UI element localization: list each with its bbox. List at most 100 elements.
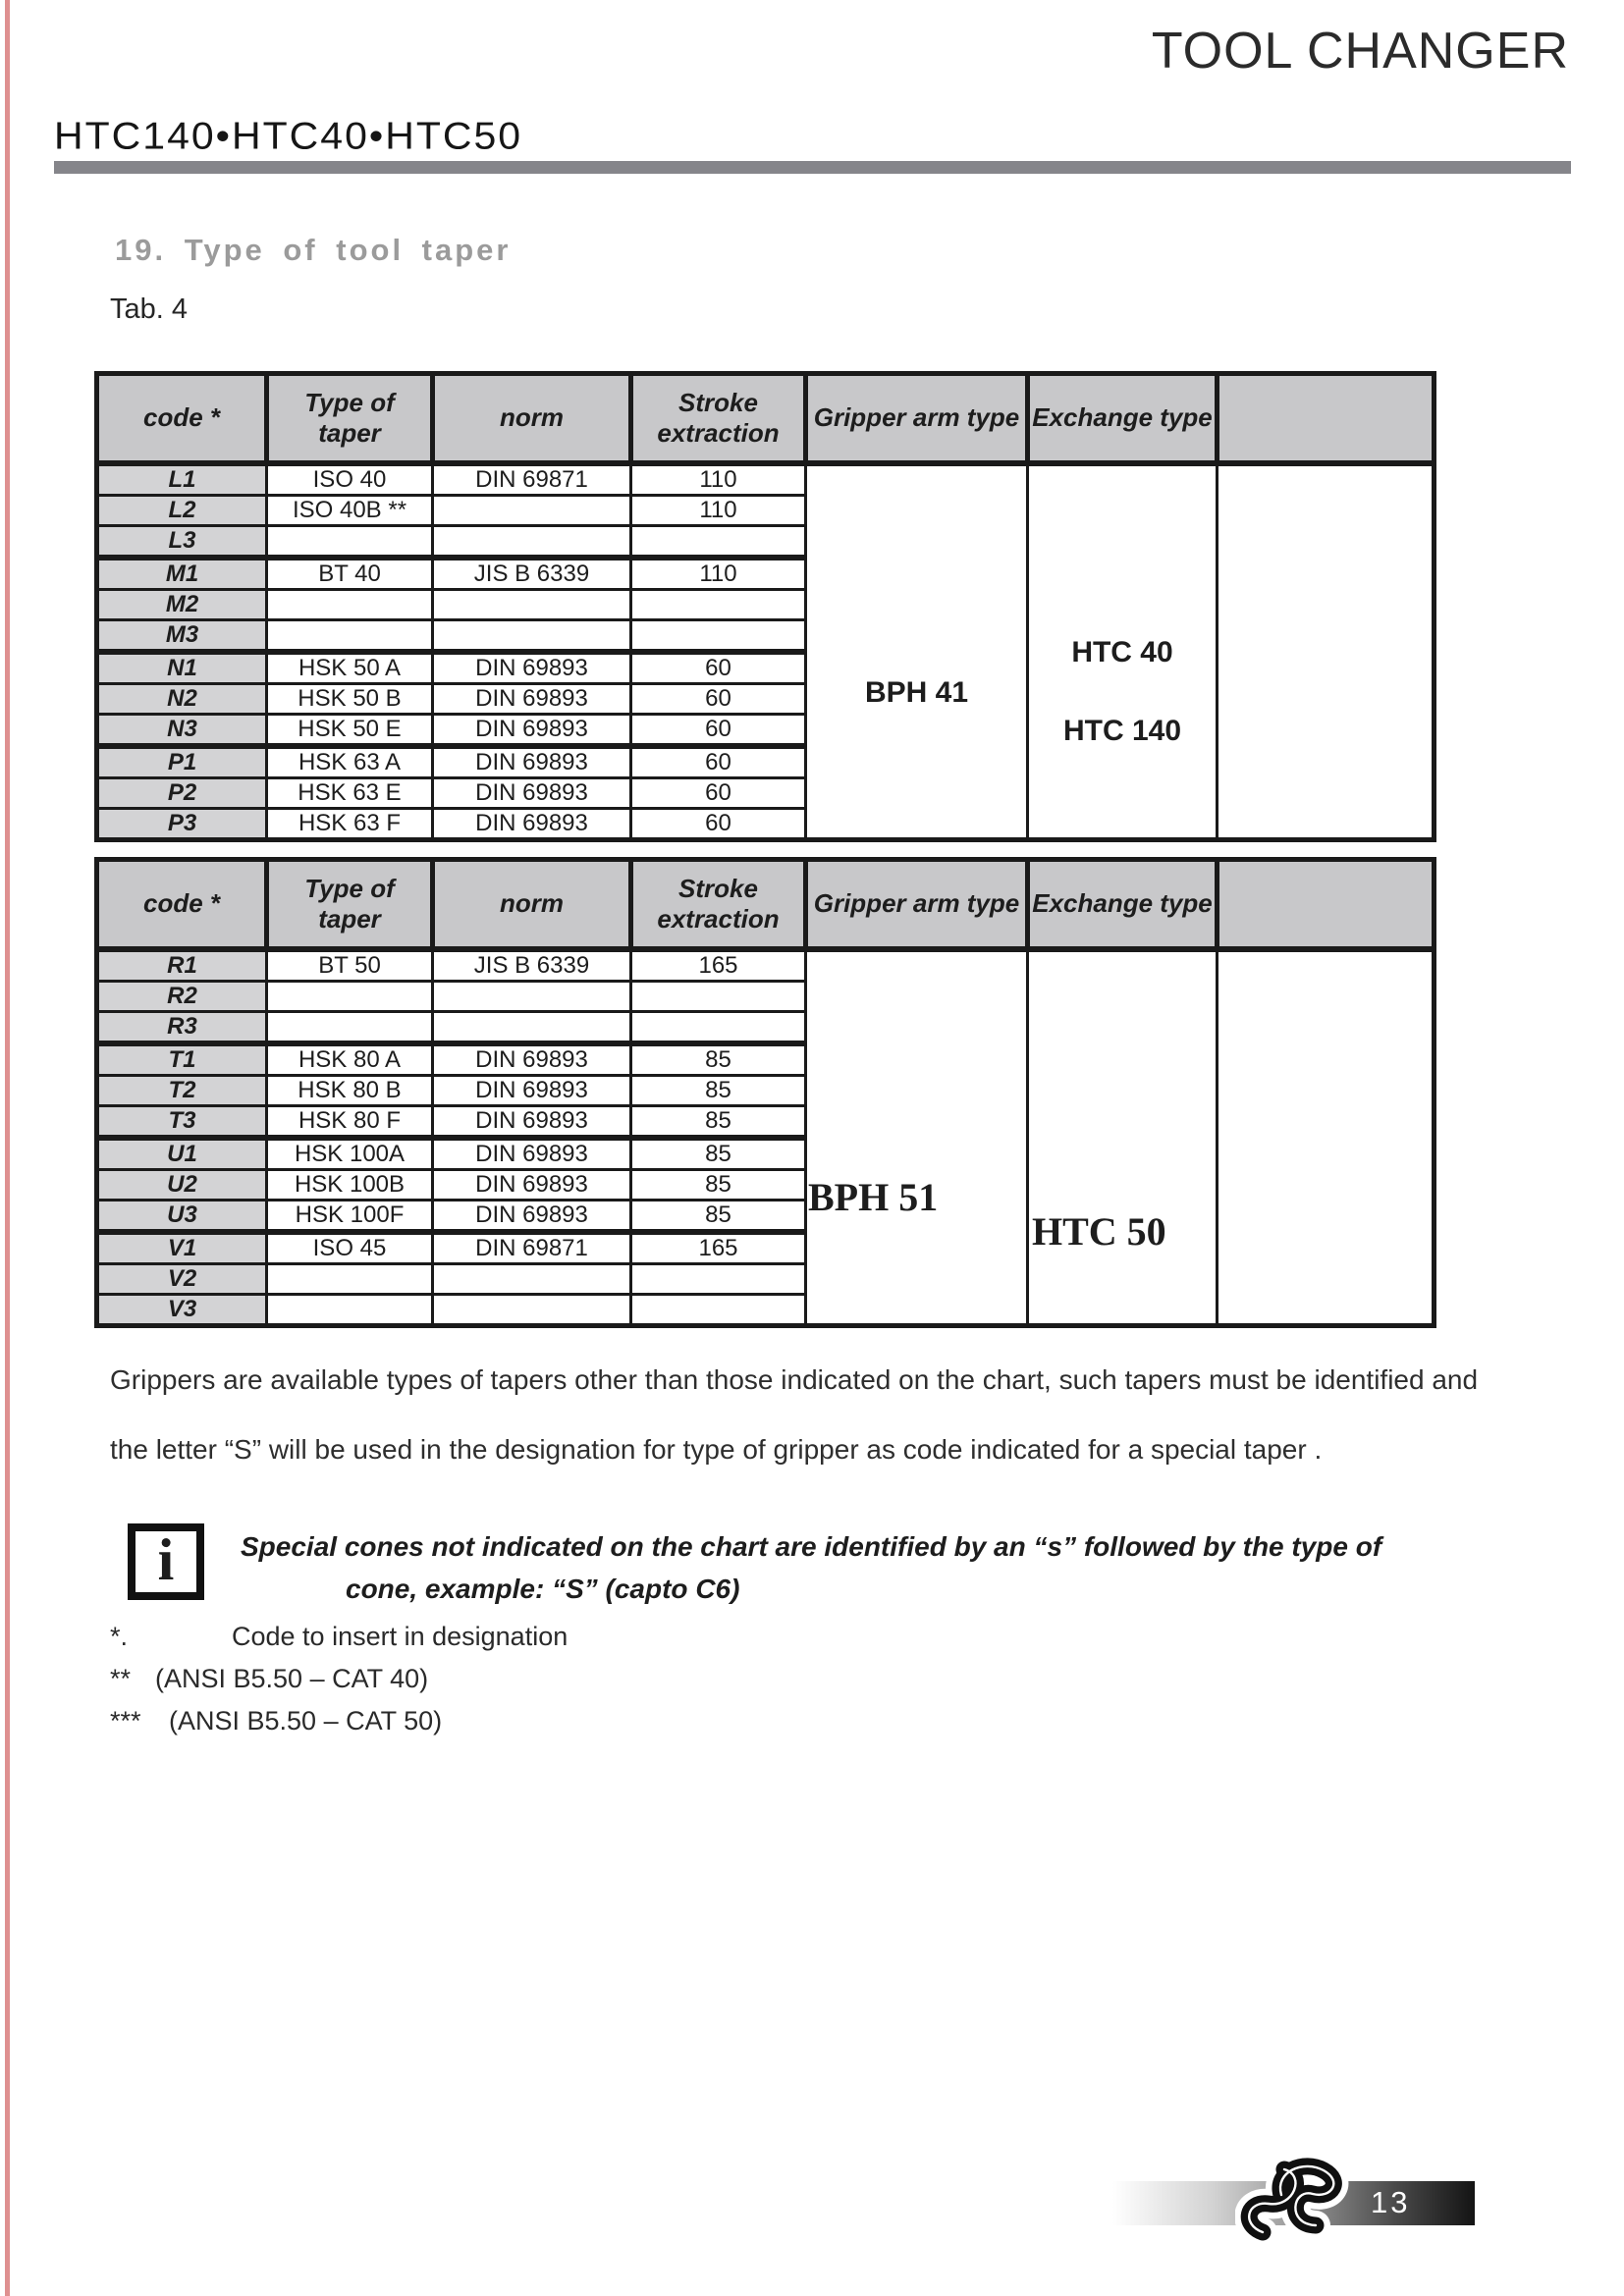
- taper-cell: HSK 63 E: [265, 776, 434, 810]
- model-names: HTC140•HTC40•HTC50: [54, 114, 523, 158]
- exchange-type-stack: HTC 40 HTC 140: [1031, 636, 1215, 748]
- stroke-cell: 85: [629, 1168, 807, 1201]
- column-header-stroke: Stroke extraction: [628, 857, 808, 952]
- empty-cell: [1216, 946, 1436, 1327]
- table-row: P1 HSK 63 A DIN 69893 60: [94, 743, 1435, 779]
- column-header-code: code *: [94, 857, 269, 952]
- table-row: L3: [94, 524, 1435, 560]
- stroke-cell: 60: [629, 713, 807, 748]
- table-row: M3: [94, 618, 1435, 654]
- empty-cell: [1216, 460, 1436, 841]
- code-cell: L3: [94, 524, 268, 560]
- footnote-line: ** (ANSI B5.50 – CAT 40): [110, 1664, 568, 1706]
- stroke-cell: [629, 524, 807, 560]
- taper-cell: [265, 1010, 434, 1045]
- stroke-cell: 85: [629, 1104, 807, 1140]
- table-row: L1 ISO 40 DIN 69871 110 BPH 41 HTC 40 HTC 140: [94, 460, 1436, 841]
- stroke-cell: [629, 618, 807, 654]
- code-cell: T2: [94, 1074, 268, 1107]
- stroke-cell: 110: [629, 494, 807, 527]
- table-row: U2 HSK 100B DIN 69893 85: [94, 1168, 1435, 1201]
- footnote-line: *** (ANSI B5.50 – CAT 50): [110, 1706, 568, 1748]
- exchange-type-value: HTC 140: [1062, 715, 1182, 747]
- stroke-cell: 60: [629, 682, 807, 716]
- code-cell: N1: [94, 649, 268, 685]
- norm-cell: DIN 69893: [431, 1199, 632, 1234]
- taper-cell: HSK 50 A: [265, 649, 434, 685]
- table-row: R1 BT 50 JIS B 6339 165 BPH 51 HTC 50: [94, 946, 1436, 1327]
- note-text-line1: Special cones not indicated on the chart…: [241, 1531, 1382, 1562]
- code-cell: L1: [94, 460, 268, 497]
- taper-cell: HSK 100B: [265, 1168, 434, 1201]
- stroke-cell: [629, 1010, 807, 1045]
- stroke-cell: 85: [629, 1199, 807, 1234]
- stroke-cell: [629, 588, 807, 621]
- norm-cell: [431, 1262, 632, 1296]
- taper-cell: [265, 618, 434, 654]
- taper-cell: [265, 980, 434, 1013]
- taper-cell: HSK 100F: [265, 1199, 434, 1234]
- footnote-text: (ANSI B5.50 – CAT 40): [155, 1664, 429, 1693]
- table-row: T1 HSK 80 A DIN 69893 85: [94, 1041, 1435, 1077]
- taper-cell: HSK 63 A: [265, 743, 434, 779]
- stroke-cell: 60: [629, 807, 807, 841]
- code-cell: U1: [94, 1135, 268, 1171]
- code-cell: U2: [94, 1168, 268, 1201]
- norm-cell: DIN 69893: [431, 1074, 632, 1107]
- column-header-gripper: Gripper arm type: [803, 371, 1030, 466]
- table-row: T2 HSK 80 B DIN 69893 85: [94, 1074, 1435, 1107]
- code-cell: P3: [94, 807, 268, 841]
- code-cell: N2: [94, 682, 268, 716]
- note-text-line2: cone, example: “S” (capto C6): [346, 1574, 740, 1604]
- taper-cell: BT 50: [265, 946, 434, 983]
- paragraph-line: Grippers are available types of tapers o…: [110, 1364, 1479, 1395]
- stroke-cell: [629, 1293, 807, 1327]
- code-cell: T1: [94, 1041, 268, 1077]
- table-row: V1 ISO 45 DIN 69871 165: [94, 1229, 1435, 1265]
- norm-cell: DIN 69893: [431, 776, 632, 810]
- taper-table-2: code * Type of taper norm Stroke extract…: [94, 857, 1436, 1328]
- table-row: P2 HSK 63 E DIN 69893 60: [94, 776, 1435, 810]
- taper-cell: [265, 524, 434, 560]
- norm-cell: DIN 69893: [431, 649, 632, 685]
- taper-cell: [265, 588, 434, 621]
- table-label: Tab. 4: [110, 294, 188, 325]
- taper-cell: HSK 100A: [265, 1135, 434, 1171]
- table-row: U3 HSK 100F DIN 69893 85: [94, 1199, 1435, 1234]
- norm-cell: [431, 588, 632, 621]
- norm-cell: DIN 69893: [431, 682, 632, 716]
- norm-cell: DIN 69871: [431, 1229, 632, 1265]
- norm-cell: [431, 524, 632, 560]
- footnote-line: *. Code to insert in designation: [110, 1622, 568, 1664]
- table-row: R3: [94, 1010, 1435, 1045]
- column-header-exchange: Exchange type: [1025, 371, 1219, 466]
- taper-cell: ISO 40: [265, 460, 434, 497]
- stroke-cell: 85: [629, 1074, 807, 1107]
- gripper-arm-cell: BPH 51: [804, 946, 1029, 1327]
- footnote-marker: *.: [110, 1622, 129, 1651]
- info-icon-glyph: i: [157, 1527, 175, 1592]
- column-header-taper: Type of taper: [264, 857, 435, 952]
- column-header-gripper: Gripper arm type: [803, 857, 1030, 952]
- header-row: code * Type of taper norm Stroke extract…: [94, 371, 1436, 466]
- column-header-norm: norm: [430, 857, 633, 952]
- stroke-cell: [629, 1262, 807, 1296]
- code-cell: P1: [94, 743, 268, 779]
- stroke-cell: [629, 980, 807, 1013]
- norm-cell: DIN 69893: [431, 1168, 632, 1201]
- footnote-text: Code to insert in designation: [232, 1622, 568, 1651]
- column-header-exchange: Exchange type: [1025, 857, 1219, 952]
- table-row: M1 BT 40 JIS B 6339 110: [94, 555, 1435, 591]
- table-row: N2 HSK 50 B DIN 69893 60: [94, 682, 1435, 716]
- gripper-arm-value: BPH 41: [864, 676, 969, 709]
- taper-cell: [265, 1293, 434, 1327]
- table-row: T3 HSK 80 F DIN 69893 85: [94, 1104, 1435, 1140]
- code-cell: V3: [94, 1293, 268, 1327]
- table-row: N3 HSK 50 E DIN 69893 60: [94, 713, 1435, 748]
- document-title: TOOL CHANGER: [1151, 23, 1569, 80]
- code-cell: P2: [94, 776, 268, 810]
- taper-cell: HSK 80 B: [265, 1074, 434, 1107]
- taper-cell: HSK 63 F: [265, 807, 434, 841]
- taper-cell: ISO 45: [265, 1229, 434, 1265]
- code-cell: T3: [94, 1104, 268, 1140]
